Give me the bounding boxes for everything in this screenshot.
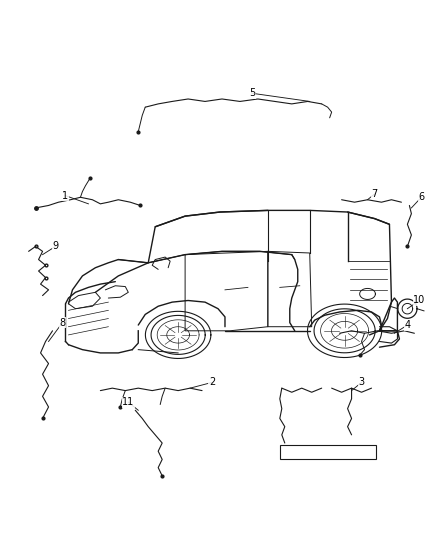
Text: 11: 11	[122, 397, 134, 407]
Bar	[280, 446, 376, 458]
Text: 4: 4	[404, 320, 410, 330]
Text: 8: 8	[60, 318, 66, 328]
Text: 10: 10	[413, 295, 425, 305]
Text: 1: 1	[63, 191, 69, 200]
Text: 6: 6	[418, 192, 424, 203]
Text: 2: 2	[209, 377, 215, 387]
Text: 5: 5	[249, 88, 255, 98]
Text: 3: 3	[358, 377, 364, 387]
Text: 9: 9	[53, 241, 59, 252]
Text: 7: 7	[371, 189, 378, 199]
